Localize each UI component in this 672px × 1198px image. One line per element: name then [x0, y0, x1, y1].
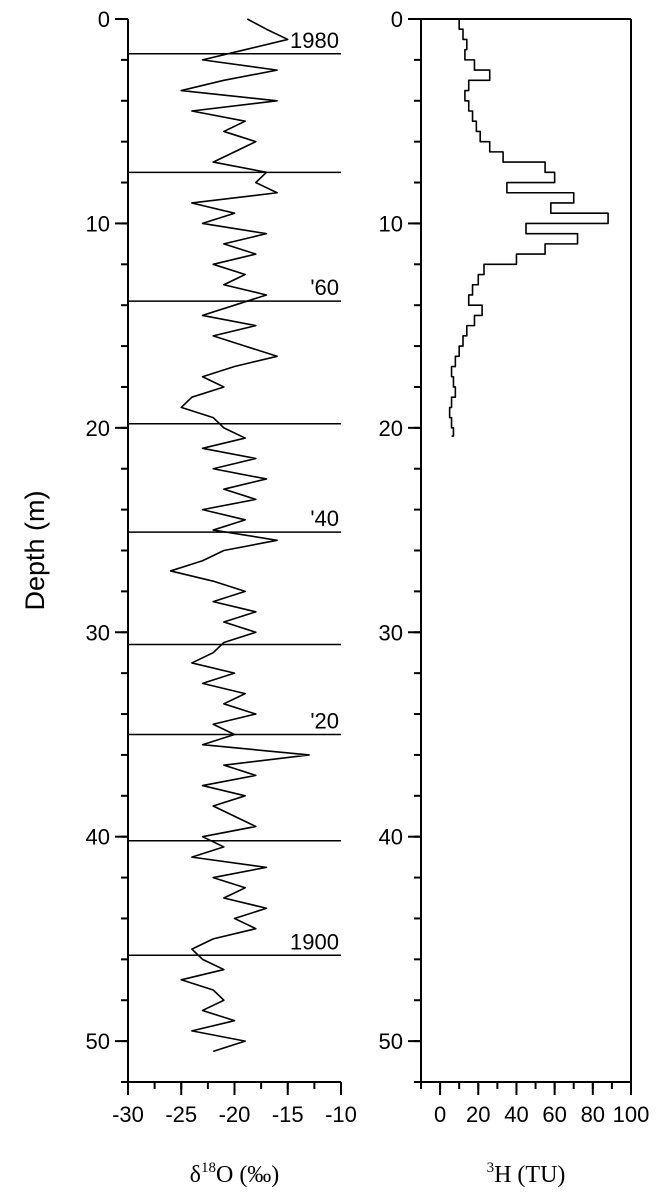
y-axis-label: Depth (m) [20, 490, 50, 610]
year-label: '20 [310, 708, 339, 733]
x-tick-label: 80 [581, 1102, 605, 1127]
x-label-part: O (‰) [216, 1162, 279, 1188]
year-label: 1900 [290, 929, 339, 954]
x-tick-label: 0 [434, 1102, 446, 1127]
y-tick-label: 30 [379, 620, 403, 645]
y-tick-label: 10 [379, 211, 403, 236]
panel: 0 10 20 30 40 50 -30 -25 -20 -15 -10 δ18O (‰) Depth … [20, 7, 357, 1188]
x-label-part: δ [190, 1162, 201, 1188]
x-axis-label: δ18O (‰) [190, 1160, 280, 1188]
y-tick-label: 50 [379, 1029, 403, 1054]
x-tick-label: 40 [504, 1102, 528, 1127]
x-tick-label: 60 [542, 1102, 566, 1127]
x-label-part: H (TU) [494, 1162, 565, 1188]
y-tick-label: 20 [379, 416, 403, 441]
x-tick-label: -30 [112, 1102, 144, 1127]
y-tick-label: 50 [86, 1029, 110, 1054]
x-tick-label: -15 [272, 1102, 304, 1127]
y-tick-label: 40 [379, 825, 403, 850]
y-tick-label: 0 [391, 7, 403, 32]
y-tick-label: 30 [86, 620, 110, 645]
x-tick-label: 20 [466, 1102, 490, 1127]
panel: 0 10 20 30 40 50 0 20 40 60 80 100 3H (TU) [379, 7, 650, 1188]
data-line [448, 19, 609, 437]
year-label: '60 [310, 275, 339, 300]
x-label-sup: 3 [487, 1160, 495, 1176]
year-label: '40 [310, 506, 339, 531]
data-line [169, 18, 310, 1053]
x-tick-label: -20 [219, 1102, 251, 1127]
x-tick-label: -25 [165, 1102, 197, 1127]
year-label: 1980 [290, 28, 339, 53]
y-tick-label: 40 [86, 825, 110, 850]
x-axis-label: 3H (TU) [487, 1160, 566, 1188]
x-tick-label: -10 [325, 1102, 357, 1127]
x-tick-label: 100 [613, 1102, 650, 1127]
y-tick-label: 0 [98, 7, 110, 32]
x-label-sup: 18 [201, 1160, 216, 1176]
y-tick-label: 20 [86, 416, 110, 441]
y-tick-label: 10 [86, 211, 110, 236]
